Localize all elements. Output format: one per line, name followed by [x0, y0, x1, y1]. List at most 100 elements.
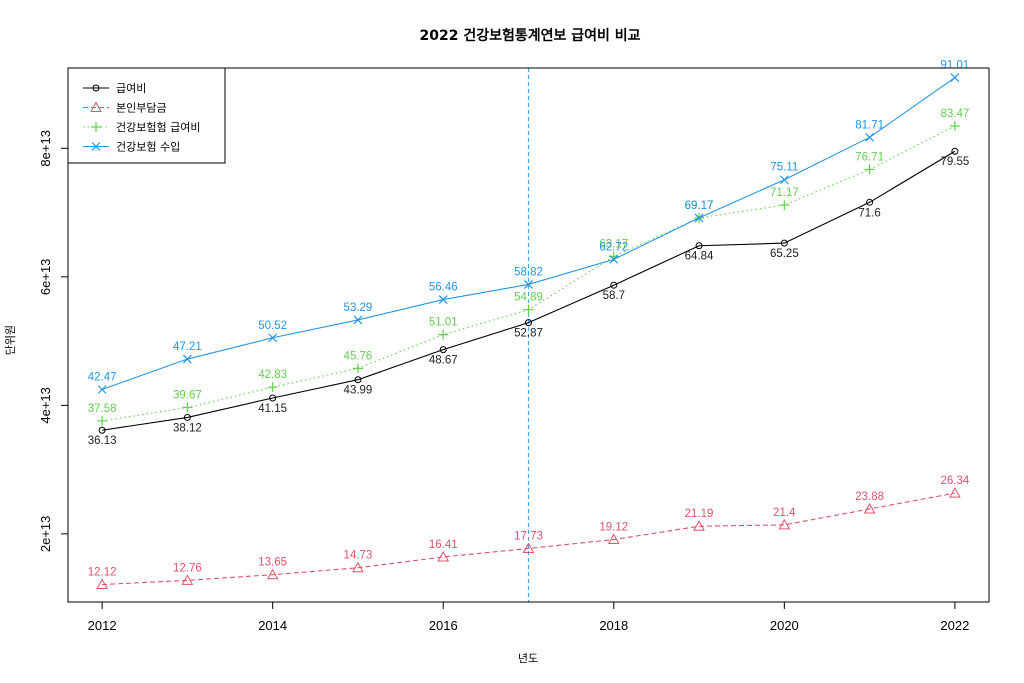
cross-marker: [353, 315, 363, 325]
plus-marker: [97, 415, 108, 426]
data-label: 38.12: [173, 422, 202, 434]
data-label: 42.83: [258, 369, 287, 381]
y-axis-label: 단위원: [4, 325, 17, 355]
series-line: [102, 150, 956, 431]
triangle-marker: [352, 561, 364, 573]
legend-box: [67, 67, 226, 164]
cross-marker: [438, 295, 448, 305]
cross-marker: [97, 385, 107, 394]
chart-title: 2022 건강보험통계연보 급여비 비교: [419, 27, 640, 44]
triangle-marker: [522, 542, 535, 553]
data-label: 51.01: [429, 317, 458, 329]
data-label: 41.15: [258, 403, 287, 415]
triangle-marker: [90, 101, 102, 112]
plus-marker: [949, 121, 960, 132]
data-label: 13.65: [258, 557, 287, 569]
data-label: 37.58: [88, 403, 117, 415]
data-label: 47.21: [173, 341, 202, 353]
circle-marker: [269, 394, 277, 402]
y-tick-label: 4e+13: [38, 387, 53, 424]
data-label: 43.99: [344, 385, 373, 397]
cross-marker: [524, 280, 533, 289]
data-label: 21.4: [773, 507, 796, 519]
circle-marker: [439, 346, 447, 354]
triangle-marker: [778, 518, 791, 530]
data-label: 83.47: [940, 108, 969, 120]
data-label: 42.47: [88, 371, 117, 383]
plus-marker: [182, 402, 193, 413]
circle-marker: [610, 281, 618, 289]
data-label: 52.87: [514, 328, 543, 340]
legend-label: 건강보험험 급여비: [116, 121, 200, 134]
triangle-marker: [266, 568, 279, 580]
axes: 2012 2014 2016 2018 2020 2022 2e+13 4e+13 6e+13 8…: [38, 130, 969, 633]
data-label: 58.7: [603, 290, 625, 302]
y-tick-label: 8e+13: [38, 130, 53, 167]
data-label: 16.41: [429, 539, 458, 551]
data-label: 75.11: [770, 162, 798, 174]
data-label: 63.17: [599, 238, 628, 250]
x-tick-label: 2012: [88, 618, 117, 633]
y-tick-label: 2e+13: [38, 516, 53, 553]
cross-marker: [268, 333, 278, 343]
data-label: 65.25: [770, 248, 799, 260]
data-label: 54.89: [514, 292, 543, 304]
data-label: 91.01: [940, 60, 969, 72]
circle-marker: [951, 147, 959, 155]
cross-marker: [950, 73, 960, 82]
y-tick-label: 6e+13: [38, 259, 53, 296]
data-label: 50.52: [258, 320, 287, 332]
series-3: 37.58 39.67 42.83 45.76 51.01 54.89 63.17 69.17…: [88, 108, 969, 426]
circle-marker: [525, 319, 532, 327]
cross-marker: [182, 354, 192, 364]
x-tick-label: 2018: [599, 618, 628, 633]
data-label: 12.12: [88, 567, 117, 579]
circle-marker: [695, 242, 703, 250]
data-label: 58.82: [514, 266, 543, 278]
data-label: 21.19: [685, 508, 714, 520]
data-label: 19.12: [599, 522, 628, 534]
legend-label: 본인부담금: [116, 102, 167, 115]
circle-marker: [780, 239, 788, 247]
series-2: 12.12 12.76 13.65 14.73 16.41 17.73 19.12 21.19…: [88, 475, 970, 590]
data-label: 79.55: [940, 156, 969, 168]
circle-marker: [98, 426, 106, 434]
series-4: 42.47 47.21 50.52 53.29 56.46 58.82 62.72 69.17…: [88, 60, 969, 394]
data-label: 62.72: [599, 241, 628, 253]
plus-marker: [779, 200, 790, 211]
triangle-marker: [181, 574, 194, 585]
plus-marker: [352, 363, 363, 374]
data-label: 45.76: [344, 350, 373, 362]
triangle-marker: [437, 550, 450, 562]
data-label: 12.76: [173, 562, 202, 574]
data-label: 39.67: [173, 389, 202, 401]
data-label: 71.17: [770, 187, 799, 199]
triangle-marker: [96, 578, 108, 590]
triangle-marker: [863, 502, 876, 514]
legend-label: 건강보험 수입: [116, 141, 180, 154]
data-label: 81.71: [855, 119, 884, 131]
x-tick-label: 2020: [770, 618, 799, 633]
data-label: 14.73: [344, 550, 373, 562]
plus-marker: [91, 122, 101, 132]
series-line: [102, 492, 955, 586]
circle-marker: [354, 376, 362, 384]
plus-marker: [267, 382, 278, 393]
data-label: 71.6: [858, 207, 880, 219]
series-1: 36.13 38.12 41.15 43.99 48.67 52.87 58.7 64.84 6…: [88, 147, 969, 447]
plot-area: 36.13 38.12 41.15 43.99 48.67 52.87 58.7 64.84 6…: [88, 60, 970, 602]
x-tick-label: 2014: [258, 618, 287, 633]
data-label: 69.17: [685, 200, 714, 212]
data-label: 69.17: [685, 200, 714, 212]
cross-marker: [91, 142, 101, 151]
cross-marker: [779, 175, 789, 185]
plus-marker: [864, 164, 875, 175]
triangle-marker: [693, 520, 705, 531]
x-axis-label: 년도: [518, 652, 538, 665]
data-label: 48.67: [429, 355, 458, 367]
x-tick-label: 2016: [429, 618, 458, 633]
legend-label: 급여비: [116, 82, 146, 95]
